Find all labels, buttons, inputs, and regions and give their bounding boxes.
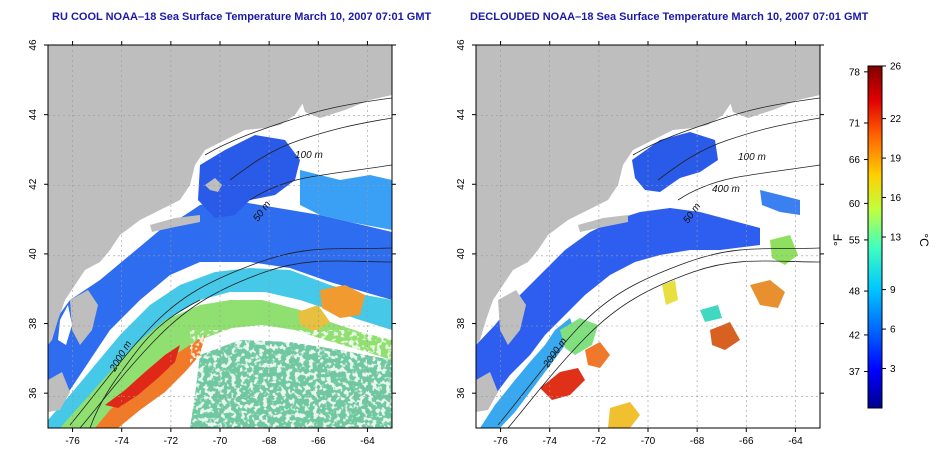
- lat-tick-label: 44: [456, 109, 467, 121]
- lat-tick-label: 38: [456, 318, 467, 330]
- sst-cyan-patch: [700, 305, 722, 322]
- land-cape-cod: [205, 178, 222, 192]
- colorbar-fahrenheit-label: °F: [831, 234, 845, 246]
- sst-eddy-clean2: [710, 322, 740, 350]
- lat-tick-label: 36: [28, 387, 39, 399]
- lon-tick-label: -70: [641, 436, 656, 447]
- lon-tick-label: -74: [114, 436, 129, 447]
- sst-slope-clean: [480, 318, 575, 428]
- colorbar-fahrenheit-tick-label: 71: [849, 119, 861, 130]
- lon-tick-label: -64: [788, 436, 803, 447]
- land-long-island-clean: [578, 215, 628, 232]
- colorbar-celsius-tick-label: 9: [890, 285, 896, 296]
- sst-shelf-water-clean: [476, 208, 760, 410]
- land-north-america-clean: [476, 45, 820, 345]
- colorbar-celsius-tick-label: 3: [890, 364, 896, 375]
- land-outer-banks: [48, 372, 70, 412]
- colorbar-fahrenheit-tick-label: 66: [849, 155, 861, 166]
- sst-hot-patch: [540, 368, 585, 400]
- land-nova-scotia-clean: [728, 60, 820, 118]
- bathymetry-contours-right: [497, 97, 820, 428]
- colorbar-gradient: [867, 65, 883, 409]
- sst-offshore-east: [300, 170, 392, 230]
- lon-tick-label: -72: [164, 436, 179, 447]
- lat-tick-label: 42: [28, 178, 39, 190]
- sst-gulf-stream-hot: [105, 345, 180, 408]
- lon-tick-label: -66: [739, 436, 754, 447]
- colorbar-celsius-tick-label: 13: [890, 233, 902, 244]
- land-delmarva-clean: [498, 290, 526, 345]
- colorbar-fahrenheit-tick-label: 60: [849, 199, 861, 210]
- sst-shelf-water: [48, 200, 392, 410]
- colorbar-ticks: 26 22 19 16 13 9 6 3 78 71 66 60 55 48 42 37: [849, 62, 902, 378]
- lon-tick-label: -70: [213, 436, 228, 447]
- lon-tick-label: -66: [311, 436, 326, 447]
- lat-tick-label: 40: [28, 248, 39, 260]
- lon-tick-label: -74: [542, 436, 557, 447]
- colorbar-celsius-tick-label: 16: [890, 193, 902, 204]
- lon-tick-label: -76: [65, 436, 80, 447]
- land-chesapeake: [58, 305, 72, 345]
- left-map-title: RU COOL NOAA–18 Sea Surface Temperature …: [52, 11, 432, 23]
- graticule-right: [476, 45, 820, 428]
- sst-eddy-east: [320, 285, 365, 318]
- temperature-colorbar: 26 22 19 16 13 9 6 3 78 71 66 60 55 48 42 37 °F °C: [831, 62, 931, 409]
- sst-offshore-east-clean: [760, 190, 800, 215]
- left-map-axes: 46 44 42 40 38 36 -76 -74 -72 -70 -68 -66 -64: [28, 39, 396, 447]
- colorbar-celsius-label: °C: [917, 233, 931, 247]
- sst-green-patch: [560, 318, 598, 355]
- bathymetry-contours-left: [69, 97, 392, 428]
- colorbar-fahrenheit-tick-label: 55: [849, 235, 861, 246]
- sst-green-east: [770, 235, 798, 265]
- colorbar-celsius-tick-label: 19: [890, 154, 902, 165]
- left-map-panel: [48, 45, 392, 428]
- sst-orange-patch: [585, 342, 610, 368]
- sst-gulf-of-maine-clean: [632, 132, 718, 192]
- graticule-left: [48, 45, 392, 428]
- land-long-island: [150, 215, 200, 232]
- lat-tick-label: 44: [28, 109, 39, 121]
- land-north-america: [48, 45, 392, 345]
- sst-slope-water: [48, 268, 392, 428]
- colorbar-fahrenheit-tick-label: 37: [849, 367, 861, 378]
- lat-tick-label: 46: [28, 39, 39, 51]
- contour-label-100m-right: 100 m: [738, 152, 766, 163]
- sst-yellow-east: [662, 280, 678, 305]
- land-nova-scotia: [300, 60, 392, 118]
- right-map-title: DECLOUDED NOAA–18 Sea Surface Temperatur…: [470, 11, 869, 23]
- sst-yellow-patch: [608, 402, 640, 428]
- colorbar-celsius-tick-label: 6: [890, 325, 896, 336]
- colorbar-fahrenheit-tick-label: 42: [849, 330, 861, 341]
- colorbar-celsius-tick-label: 22: [890, 114, 902, 125]
- colorbar-fahrenheit-tick-label: 48: [849, 287, 861, 298]
- sst-gulf-of-maine: [198, 135, 300, 218]
- contour-label-100m-left: 100 m: [295, 150, 323, 161]
- land-delmarva: [70, 290, 98, 345]
- lon-tick-label: -68: [690, 436, 705, 447]
- lat-tick-label: 36: [456, 387, 467, 399]
- lon-tick-label: -68: [262, 436, 277, 447]
- sst-eddy-clean: [750, 280, 785, 308]
- colorbar-celsius-tick-label: 26: [890, 62, 902, 73]
- lat-tick-label: 42: [456, 178, 467, 190]
- lat-tick-label: 40: [456, 248, 467, 260]
- lat-tick-label: 38: [28, 318, 39, 330]
- lat-tick-label: 46: [456, 39, 467, 51]
- land-outer-banks-clean: [476, 372, 498, 412]
- lon-tick-label: -72: [592, 436, 607, 447]
- lon-tick-label: -76: [493, 436, 508, 447]
- sst-eddy-east2: [298, 305, 330, 332]
- lon-tick-label: -64: [360, 436, 375, 447]
- right-map-axes: 46 44 42 40 38 36 -76 -74 -72 -70 -68 -66 -64: [456, 39, 824, 447]
- right-map-panel: [476, 45, 820, 428]
- contour-label-400m-right: 400 m: [712, 184, 740, 195]
- colorbar-fahrenheit-tick-label: 78: [849, 67, 861, 78]
